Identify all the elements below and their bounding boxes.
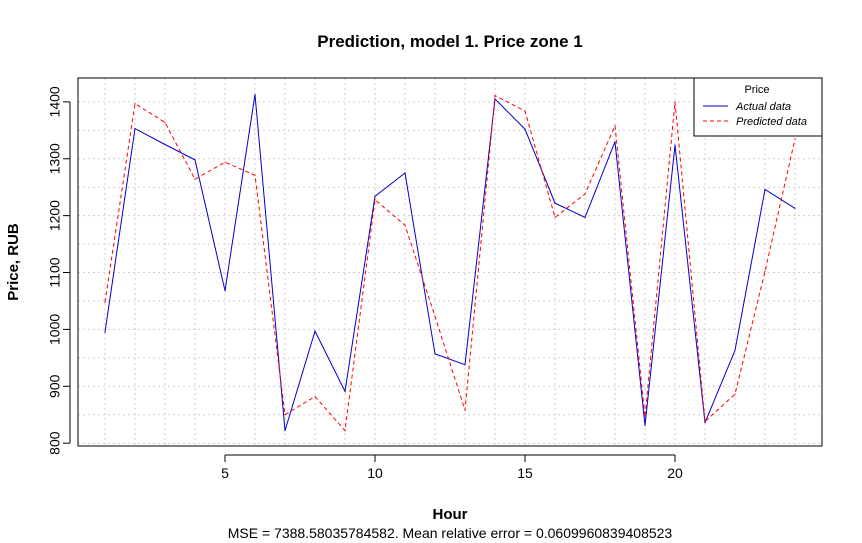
series-point-actual xyxy=(494,98,496,100)
series-point-predicted xyxy=(134,102,136,105)
series-line-predicted xyxy=(104,94,796,432)
series-point-actual xyxy=(164,143,166,146)
legend: Price Actual data Predicted data xyxy=(693,77,823,137)
legend-label-predicted: Predicted data xyxy=(736,116,807,128)
series-point-predicted xyxy=(464,409,466,411)
series-point-actual xyxy=(614,141,616,143)
y-tick-label: 1000 xyxy=(47,314,63,345)
series-point-predicted xyxy=(554,216,556,218)
plot-frame xyxy=(77,77,823,447)
y-tick-label: 900 xyxy=(47,374,63,398)
series-point-predicted xyxy=(164,121,166,123)
x-tick-label: 20 xyxy=(667,465,683,481)
y-tick-label: 1300 xyxy=(47,143,63,174)
series-point-actual xyxy=(374,195,376,197)
series-point-actual xyxy=(194,159,196,161)
series-point-actual xyxy=(794,207,796,209)
series-point-predicted xyxy=(254,174,256,176)
series-point-predicted xyxy=(314,395,316,398)
x-axis: 5 10 15 20 xyxy=(221,454,683,481)
chart-subtitle: MSE = 7388.58035784582. Mean relative er… xyxy=(228,525,673,541)
x-axis-label: Hour xyxy=(433,506,468,523)
grid-horizontal xyxy=(78,101,822,444)
series-point-predicted xyxy=(644,416,646,418)
legend-title: Price xyxy=(744,84,769,96)
series-point-actual xyxy=(554,202,556,204)
series-point-actual xyxy=(284,430,286,432)
series-point-predicted xyxy=(284,414,286,416)
series-point-predicted xyxy=(524,110,526,112)
series-point-predicted xyxy=(614,125,616,127)
series-point-actual xyxy=(104,331,106,333)
series-point-actual xyxy=(464,364,466,366)
y-tick-label: 800 xyxy=(47,431,63,455)
series-point-actual xyxy=(134,128,136,130)
series-point-actual xyxy=(224,290,226,292)
legend-label-actual: Actual data xyxy=(735,101,791,113)
x-tick-label: 5 xyxy=(221,465,229,481)
y-tick-label: 1400 xyxy=(47,86,63,117)
series-point-predicted xyxy=(104,301,106,303)
series-point-predicted xyxy=(404,224,406,226)
series-point-predicted xyxy=(704,420,706,423)
grid-vertical xyxy=(104,78,796,446)
y-axis-label: Price, RUB xyxy=(5,223,22,301)
y-axis: 800 900 1000 1100 1200 1300 1400 xyxy=(47,86,71,455)
series-point-actual xyxy=(704,422,706,424)
legend-box xyxy=(693,77,823,137)
series-point-actual xyxy=(524,128,526,130)
series-point-predicted xyxy=(494,95,496,97)
series-point-predicted xyxy=(194,178,196,180)
series-point-predicted xyxy=(224,161,226,163)
series-point-predicted xyxy=(374,199,376,201)
y-tick-label: 1200 xyxy=(47,200,63,231)
x-tick-label: 15 xyxy=(517,465,533,481)
series-point-actual xyxy=(314,330,316,332)
chart-title: Prediction, model 1. Price zone 1 xyxy=(317,32,582,51)
series-point-predicted xyxy=(734,393,736,395)
series-point-predicted xyxy=(584,193,586,195)
series-point-actual xyxy=(584,216,586,218)
series-point-actual xyxy=(644,424,646,427)
series-point-predicted xyxy=(434,315,436,317)
series-point-actual xyxy=(764,188,766,191)
series-line-actual xyxy=(104,94,796,431)
y-tick-label: 1100 xyxy=(47,257,63,287)
series-point-actual xyxy=(434,353,436,355)
x-tick-label: 10 xyxy=(367,465,383,481)
series-point-predicted xyxy=(674,101,676,103)
series-point-actual xyxy=(254,93,256,96)
series-point-predicted xyxy=(764,270,766,272)
series-point-predicted xyxy=(794,138,796,140)
series-point-actual xyxy=(734,349,736,352)
series-point-actual xyxy=(674,144,676,146)
series-point-actual xyxy=(344,390,346,392)
series-layer xyxy=(104,93,796,432)
series-point-actual xyxy=(404,172,406,174)
series-point-predicted xyxy=(344,430,346,432)
